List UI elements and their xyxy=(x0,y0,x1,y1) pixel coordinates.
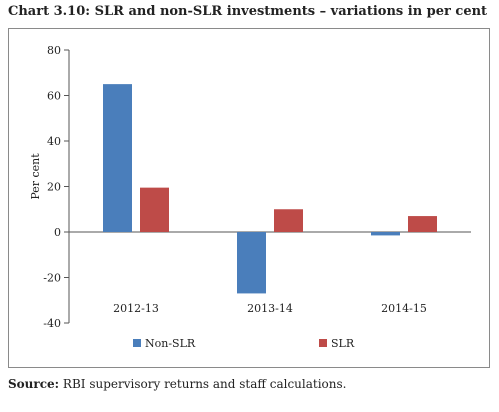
bars xyxy=(103,84,437,294)
y-tick-label: 80 xyxy=(47,44,61,57)
chart-title: Chart 3.10: SLR and non-SLR investments … xyxy=(8,4,488,19)
bar-slr-2014-15 xyxy=(408,216,437,232)
bar-slr-2013-14 xyxy=(274,209,303,232)
labels: -40 -20 0 20 40 60 80 Per cent 2012-13 2013-14 201… xyxy=(29,44,427,330)
legend-swatch xyxy=(319,339,327,347)
y-tick-label: 20 xyxy=(47,181,61,194)
legend: Non-SLR SLR xyxy=(133,337,355,350)
bar-non-slr-2013-14 xyxy=(237,232,266,294)
legend-label: SLR xyxy=(331,337,355,350)
y-tick-label: 0 xyxy=(54,226,61,239)
bar-non-slr-2012-13 xyxy=(103,84,132,232)
y-tick-label: 40 xyxy=(47,135,61,148)
bar-non-slr-2014-15 xyxy=(371,232,400,236)
source-note: Source: RBI supervisory returns and staf… xyxy=(8,377,493,391)
y-tick-label: 60 xyxy=(47,90,61,103)
y-tick-label: -40 xyxy=(43,317,61,330)
y-tick-label: -20 xyxy=(43,272,61,285)
source-label: Source: xyxy=(8,377,60,391)
source-text: RBI supervisory returns and staff calcul… xyxy=(62,377,347,391)
x-category-label: 2014-15 xyxy=(381,302,427,315)
x-category-label: 2012-13 xyxy=(113,302,159,315)
x-category-label: 2013-14 xyxy=(247,302,293,315)
legend-label: Non-SLR xyxy=(145,337,196,350)
axes xyxy=(64,49,471,324)
bar-slr-2012-13 xyxy=(140,187,169,232)
chart-frame: -40 -20 0 20 40 60 80 Per cent 2012-13 2013-14 201… xyxy=(8,28,490,368)
bar-chart: -40 -20 0 20 40 60 80 Per cent 2012-13 2013-14 201… xyxy=(29,44,471,350)
y-axis-title: Per cent xyxy=(29,153,42,200)
legend-swatch xyxy=(133,339,141,347)
